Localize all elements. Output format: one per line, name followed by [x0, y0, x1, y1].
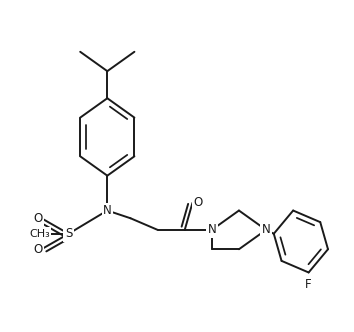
Text: O: O: [194, 196, 203, 209]
Text: S: S: [65, 227, 72, 240]
Text: CH₃: CH₃: [29, 229, 50, 239]
Text: O: O: [33, 212, 42, 225]
Text: O: O: [33, 243, 42, 256]
Text: N: N: [207, 223, 216, 236]
Text: N: N: [103, 204, 112, 217]
Text: N: N: [262, 223, 270, 236]
Text: F: F: [305, 278, 312, 290]
